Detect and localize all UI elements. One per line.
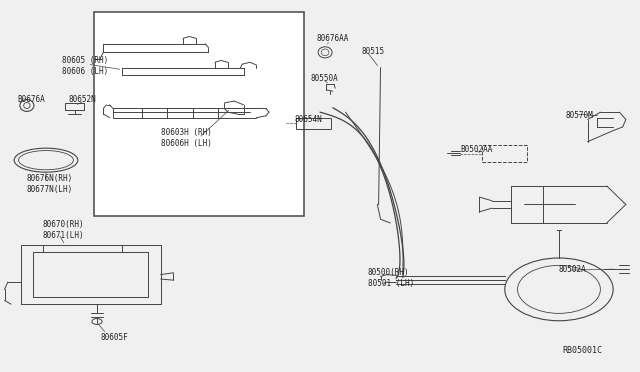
Text: B0676A: B0676A xyxy=(17,95,45,104)
Bar xyxy=(94,13,304,215)
Text: 80676AA: 80676AA xyxy=(317,34,349,43)
Text: 80654N: 80654N xyxy=(294,115,323,124)
Text: 80502A: 80502A xyxy=(559,264,587,273)
Bar xyxy=(483,145,527,162)
Text: 80500(RH): 80500(RH) xyxy=(368,268,410,277)
Text: 80515: 80515 xyxy=(362,47,385,56)
Text: B0502AA: B0502AA xyxy=(460,145,493,154)
Text: 80671(LH): 80671(LH) xyxy=(43,231,84,240)
Text: 80676N(RH): 80676N(RH) xyxy=(27,174,73,183)
Text: 80677N(LH): 80677N(LH) xyxy=(27,185,73,194)
Text: 80670(RH): 80670(RH) xyxy=(43,220,84,229)
Text: 80570M: 80570M xyxy=(565,111,593,121)
Text: 80603H (RH): 80603H (RH) xyxy=(161,128,212,137)
Bar xyxy=(296,118,331,129)
Text: 80606H (LH): 80606H (LH) xyxy=(161,139,212,148)
Text: 80605F: 80605F xyxy=(100,333,128,342)
Text: 80652N: 80652N xyxy=(68,95,96,104)
Text: 80550A: 80550A xyxy=(310,74,338,83)
Text: 80605 (RH): 80605 (RH) xyxy=(62,56,108,65)
Text: 80501 (LH): 80501 (LH) xyxy=(368,279,414,288)
Text: 80606 (LH): 80606 (LH) xyxy=(62,67,108,76)
Text: RB05001C: RB05001C xyxy=(562,346,602,355)
